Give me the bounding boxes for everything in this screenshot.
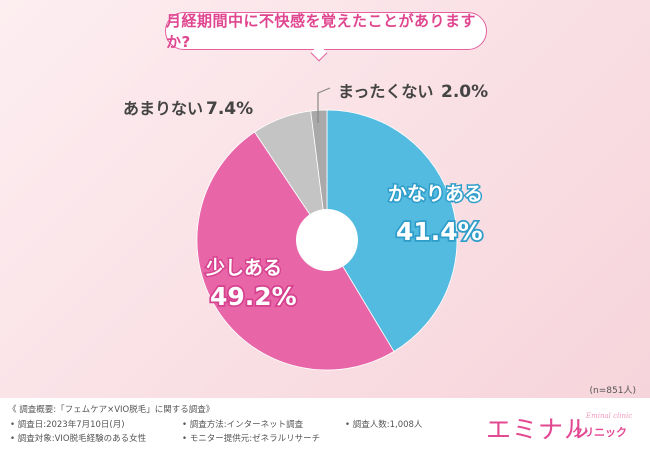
question-bubble: 月経期間中に不快感を覚えたことがありますか? [165, 12, 487, 51]
logo-clinic: クリニック [572, 426, 627, 439]
pie-slice-1 [196, 131, 395, 371]
survey-heading: 《 調査概要:「フェムケア×VIO脱毛」に関する調査》 [8, 405, 215, 415]
pie-slices [196, 109, 458, 371]
value-amarinai: 7.4% [206, 99, 253, 119]
value-mattakunai: 2.0% [441, 82, 488, 102]
pie-center-hole [296, 209, 358, 271]
pie-slice-3 [310, 109, 328, 241]
chart-title: 月経期間中に不快感を覚えたことがありますか? [166, 12, 477, 51]
label-mattakunai: まったくない [338, 82, 433, 101]
logo-eminal: エミナル [486, 415, 591, 444]
pie-slice-0 [326, 109, 458, 353]
survey-count: • 調査人数:1,008人 [345, 420, 423, 430]
value-sukoshiaru: 49.2% [210, 282, 297, 311]
label-kanariaru: かなりある [388, 183, 483, 205]
footer-band [0, 398, 650, 450]
survey-provider: • モニター提供元:ゼネラルリサーチ [182, 434, 321, 444]
label-amarinai: あまりない [123, 99, 203, 118]
label-sukoshiaru: 少しある [205, 257, 282, 279]
survey-target: • 調査対象:VIO脱毛経験のある女性 [10, 434, 147, 444]
survey-method: • 調査方法:インターネット調査 [182, 420, 304, 430]
pie-chart: まったくない 2.0% あまりない 7.4% かなりある 41.4% 少しある … [123, 82, 488, 371]
logo-eminal-clinic-en: Eminal clinic [586, 412, 633, 420]
sample-size: (n=851人) [589, 386, 636, 396]
value-kanariaru: 41.4% [396, 217, 483, 246]
leader-line-mattakunai [317, 87, 331, 123]
survey-date: • 調査日:2023年7月10日(月) [10, 420, 125, 430]
